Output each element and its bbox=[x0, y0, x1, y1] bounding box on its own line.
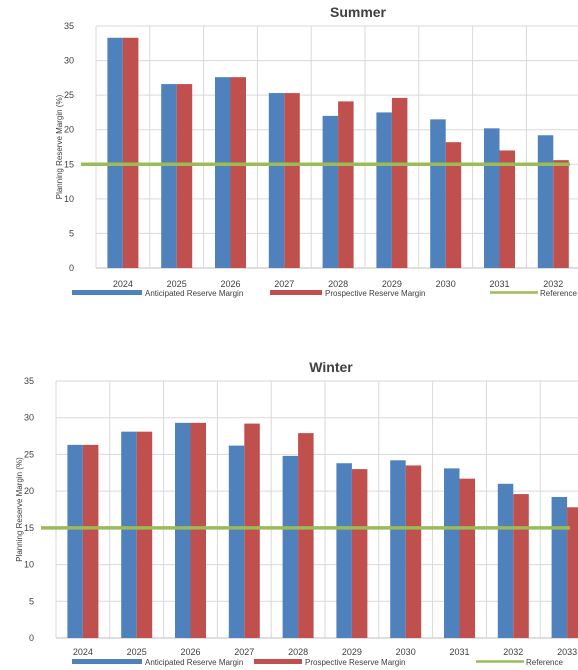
bar-prospective-2030 bbox=[405, 465, 422, 638]
x-tick-label: 2032 bbox=[543, 279, 563, 289]
y-tick-label: 15 bbox=[24, 523, 34, 533]
bar-anticipated-2027 bbox=[228, 445, 245, 638]
bar-prospective-2032 bbox=[553, 160, 569, 268]
bar-prospective-2029 bbox=[391, 97, 408, 268]
bar-prospective-2027 bbox=[244, 423, 260, 638]
bar-anticipated-2026 bbox=[175, 422, 191, 638]
bar-anticipated-2024 bbox=[107, 37, 123, 268]
bar-anticipated-2024 bbox=[67, 444, 83, 638]
bar-prospective-2025 bbox=[176, 84, 193, 268]
bar-anticipated-2030 bbox=[390, 460, 406, 638]
y-axis-label: Planning Reserve Margin (%) bbox=[15, 457, 24, 562]
bar-prospective-2027 bbox=[284, 93, 300, 268]
bar-anticipated-2031 bbox=[484, 128, 500, 268]
y-tick-label: 20 bbox=[64, 125, 74, 135]
bar-prospective-2031 bbox=[499, 150, 515, 268]
x-tick-label: 2029 bbox=[382, 279, 402, 289]
chart-title: Summer bbox=[330, 4, 387, 20]
bar-prospective-2030 bbox=[445, 142, 462, 268]
y-tick-label: 10 bbox=[64, 194, 74, 204]
bar-prospective-2031 bbox=[459, 478, 475, 638]
bar-anticipated-2029 bbox=[376, 112, 392, 268]
chart-title: Winter bbox=[309, 359, 353, 375]
x-tick-label: 2031 bbox=[449, 647, 469, 657]
bar-anticipated-2026 bbox=[215, 77, 231, 268]
bar-prospective-2028 bbox=[338, 101, 354, 268]
x-tick-label: 2032 bbox=[503, 647, 523, 657]
y-tick-label: 10 bbox=[24, 560, 34, 570]
x-tick-label: 2028 bbox=[288, 647, 308, 657]
y-tick-label: 0 bbox=[29, 633, 34, 643]
bar-anticipated-2028 bbox=[322, 115, 339, 268]
bar-anticipated-2032 bbox=[497, 483, 514, 638]
bar-anticipated-2028 bbox=[282, 455, 299, 638]
legend-swatch bbox=[72, 290, 142, 295]
bar-prospective-2025 bbox=[136, 431, 153, 638]
bar-anticipated-2029 bbox=[336, 463, 352, 638]
y-tick-label: 30 bbox=[64, 56, 74, 66]
bar-anticipated-2027 bbox=[268, 93, 285, 268]
x-tick-label: 2025 bbox=[167, 279, 187, 289]
legend-label: Reference bbox=[540, 289, 577, 298]
legend-swatch bbox=[254, 659, 302, 664]
y-tick-label: 5 bbox=[29, 596, 34, 606]
x-tick-label: 2025 bbox=[127, 647, 147, 657]
x-tick-label: 2024 bbox=[73, 647, 93, 657]
x-tick-label: 2024 bbox=[113, 279, 133, 289]
bar-prospective-2026 bbox=[190, 422, 206, 638]
legend: Anticipated Reserve Margin Prospective Re… bbox=[72, 658, 563, 667]
legend-label: Prospective Reserve Margin bbox=[325, 289, 425, 298]
bar-prospective-2024 bbox=[82, 444, 99, 638]
y-tick-label: 25 bbox=[64, 90, 74, 100]
y-tick-label: 20 bbox=[24, 486, 34, 496]
y-axis-label: Planning Reserve Margin (%) bbox=[55, 94, 64, 199]
bar-prospective-2033 bbox=[567, 507, 578, 638]
bar-anticipated-2031 bbox=[444, 468, 460, 638]
legend-label: Reference bbox=[526, 658, 563, 667]
x-tick-label: 2026 bbox=[180, 647, 200, 657]
bar-prospective-2029 bbox=[351, 469, 368, 638]
legend: Anticipated Reserve Margin Prospective Re… bbox=[72, 289, 577, 298]
legend-label: Prospective Reserve Margin bbox=[305, 658, 405, 667]
bar-anticipated-2033 bbox=[551, 497, 568, 638]
bar-anticipated-2025 bbox=[121, 431, 137, 638]
y-tick-label: 35 bbox=[64, 21, 74, 31]
bar-anticipated-2030 bbox=[430, 119, 446, 268]
y-tick-label: 25 bbox=[24, 449, 34, 459]
y-tick-label: 0 bbox=[69, 263, 74, 273]
bar-prospective-2026 bbox=[230, 77, 246, 268]
bar-anticipated-2032 bbox=[537, 135, 554, 268]
x-tick-label: 2031 bbox=[489, 279, 509, 289]
x-tick-label: 2033 bbox=[557, 647, 577, 657]
y-tick-label: 30 bbox=[24, 413, 34, 423]
x-tick-label: 2028 bbox=[328, 279, 348, 289]
legend-label: Anticipated Reserve Margin bbox=[145, 658, 243, 667]
bar-prospective-2028 bbox=[298, 433, 314, 638]
x-tick-label: 2030 bbox=[436, 279, 456, 289]
x-tick-label: 2027 bbox=[274, 279, 294, 289]
x-tick-label: 2029 bbox=[342, 647, 362, 657]
legend-swatch bbox=[72, 659, 142, 664]
y-tick-label: 15 bbox=[64, 159, 74, 169]
legend-swatch bbox=[270, 290, 322, 295]
bar-prospective-2032 bbox=[513, 494, 529, 638]
legend-label: Anticipated Reserve Margin bbox=[145, 289, 243, 298]
y-tick-label: 35 bbox=[24, 376, 34, 386]
bar-prospective-2024 bbox=[122, 37, 139, 268]
bar-anticipated-2025 bbox=[161, 84, 177, 268]
x-tick-label: 2030 bbox=[396, 647, 416, 657]
x-tick-label: 2027 bbox=[234, 647, 254, 657]
y-tick-label: 5 bbox=[69, 228, 74, 238]
x-tick-label: 2026 bbox=[220, 279, 240, 289]
